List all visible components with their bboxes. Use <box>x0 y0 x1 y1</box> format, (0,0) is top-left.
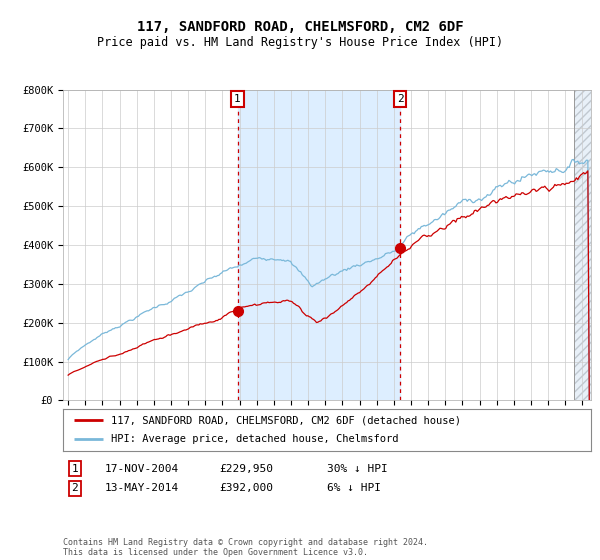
Text: 1: 1 <box>234 94 241 104</box>
Text: 2: 2 <box>71 483 79 493</box>
Text: Price paid vs. HM Land Registry's House Price Index (HPI): Price paid vs. HM Land Registry's House … <box>97 36 503 49</box>
Text: 6% ↓ HPI: 6% ↓ HPI <box>327 483 381 493</box>
Text: 2: 2 <box>397 94 404 104</box>
Text: 117, SANDFORD ROAD, CHELMSFORD, CM2 6DF (detached house): 117, SANDFORD ROAD, CHELMSFORD, CM2 6DF … <box>110 415 461 425</box>
Text: 117, SANDFORD ROAD, CHELMSFORD, CM2 6DF: 117, SANDFORD ROAD, CHELMSFORD, CM2 6DF <box>137 20 463 34</box>
Bar <box>574 90 591 400</box>
Text: 13-MAY-2014: 13-MAY-2014 <box>105 483 179 493</box>
Text: HPI: Average price, detached house, Chelmsford: HPI: Average price, detached house, Chel… <box>110 435 398 445</box>
Text: £392,000: £392,000 <box>219 483 273 493</box>
Bar <box>238 90 400 400</box>
Text: £229,950: £229,950 <box>219 464 273 474</box>
Text: Contains HM Land Registry data © Crown copyright and database right 2024.
This d: Contains HM Land Registry data © Crown c… <box>63 538 428 557</box>
Text: 1: 1 <box>71 464 79 474</box>
Text: 17-NOV-2004: 17-NOV-2004 <box>105 464 179 474</box>
Text: 30% ↓ HPI: 30% ↓ HPI <box>327 464 388 474</box>
